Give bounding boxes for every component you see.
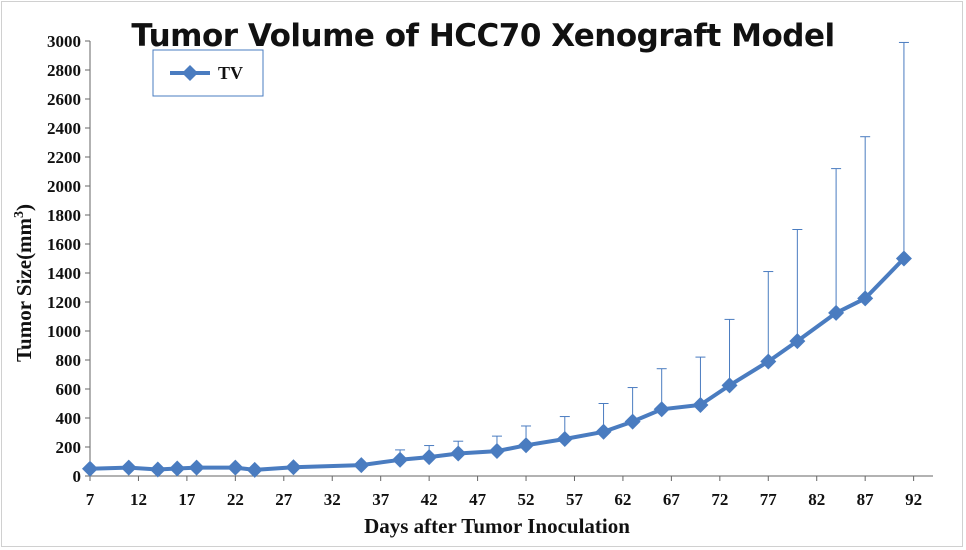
legend-marker bbox=[182, 65, 198, 81]
x-tick-label: 32 bbox=[324, 490, 341, 509]
y-tick-label: 1600 bbox=[47, 235, 81, 254]
y-tick-label: 1800 bbox=[47, 206, 81, 225]
x-axis-title: Days after Tumor Inoculation bbox=[364, 514, 630, 538]
data-point bbox=[421, 449, 438, 466]
data-point bbox=[760, 353, 777, 370]
y-tick-label: 200 bbox=[56, 438, 82, 457]
series-tv bbox=[82, 250, 912, 478]
data-point bbox=[246, 461, 263, 478]
data-point bbox=[518, 437, 535, 454]
x-tick-label: 22 bbox=[227, 490, 244, 509]
data-point bbox=[895, 250, 912, 267]
x-tick-label: 77 bbox=[760, 490, 778, 509]
axes: 0 200 400 600 800 1000 1200 1400 1600 1800 2000 220… bbox=[47, 32, 933, 509]
data-point bbox=[227, 459, 244, 476]
y-axis-title-main: Tumor Size(mm bbox=[12, 217, 36, 362]
data-point bbox=[169, 460, 186, 477]
x-tick-label: 47 bbox=[469, 490, 487, 509]
x-tick-label: 57 bbox=[566, 490, 584, 509]
y-axis-title-suffix: ) bbox=[12, 204, 36, 211]
y-tick-label: 2400 bbox=[47, 119, 81, 138]
y-tick-label: 600 bbox=[56, 380, 82, 399]
data-point bbox=[595, 423, 612, 440]
y-tick-label: 0 bbox=[73, 467, 82, 486]
x-tick-label: 87 bbox=[857, 490, 875, 509]
data-point bbox=[828, 304, 845, 321]
y-tick-label: 1200 bbox=[47, 293, 81, 312]
data-point bbox=[653, 401, 670, 418]
y-tick-label: 3000 bbox=[47, 32, 81, 51]
y-tick-label: 1000 bbox=[47, 322, 81, 341]
x-tick-label: 7 bbox=[86, 490, 95, 509]
y-tick-label: 2800 bbox=[47, 61, 81, 80]
data-point bbox=[721, 377, 738, 394]
x-tick-label: 62 bbox=[614, 490, 631, 509]
y-tick-label: 2200 bbox=[47, 148, 81, 167]
x-tick-label: 42 bbox=[421, 490, 438, 509]
data-point bbox=[149, 461, 166, 478]
data-point bbox=[82, 460, 98, 477]
x-tick-label: 72 bbox=[711, 490, 728, 509]
data-point bbox=[556, 431, 573, 448]
x-tick-label: 17 bbox=[178, 490, 196, 509]
x-tick-label: 27 bbox=[275, 490, 293, 509]
x-tick-label: 82 bbox=[808, 490, 825, 509]
data-point bbox=[692, 396, 709, 413]
x-tick-label: 92 bbox=[905, 490, 922, 509]
y-tick-label: 800 bbox=[56, 351, 82, 370]
y-axis-title: Tumor Size(mm3) bbox=[12, 204, 36, 362]
data-point bbox=[392, 451, 409, 468]
y-tick-label: 1400 bbox=[47, 264, 81, 283]
data-point bbox=[624, 413, 641, 430]
data-point bbox=[120, 459, 137, 476]
x-tick-label: 12 bbox=[130, 490, 147, 509]
y-axis-title-superscript: 3 bbox=[12, 211, 27, 218]
error-bars bbox=[395, 41, 909, 460]
y-tick-label: 2000 bbox=[47, 177, 81, 196]
data-point bbox=[188, 459, 205, 476]
data-point bbox=[450, 445, 467, 462]
data-point bbox=[857, 290, 874, 307]
chart-title: Tumor Volume of HCC70 Xenograft Model bbox=[131, 18, 835, 54]
data-point bbox=[789, 333, 806, 350]
data-point bbox=[353, 457, 370, 474]
y-tick-label: 400 bbox=[56, 409, 82, 428]
x-tick-label: 67 bbox=[663, 490, 681, 509]
legend: TV bbox=[152, 49, 264, 97]
data-point bbox=[285, 459, 302, 476]
legend-label: TV bbox=[218, 63, 243, 83]
y-tick-label: 2600 bbox=[47, 90, 81, 109]
x-tick-label: 52 bbox=[518, 490, 535, 509]
x-tick-label: 37 bbox=[372, 490, 390, 509]
data-point bbox=[488, 443, 505, 460]
